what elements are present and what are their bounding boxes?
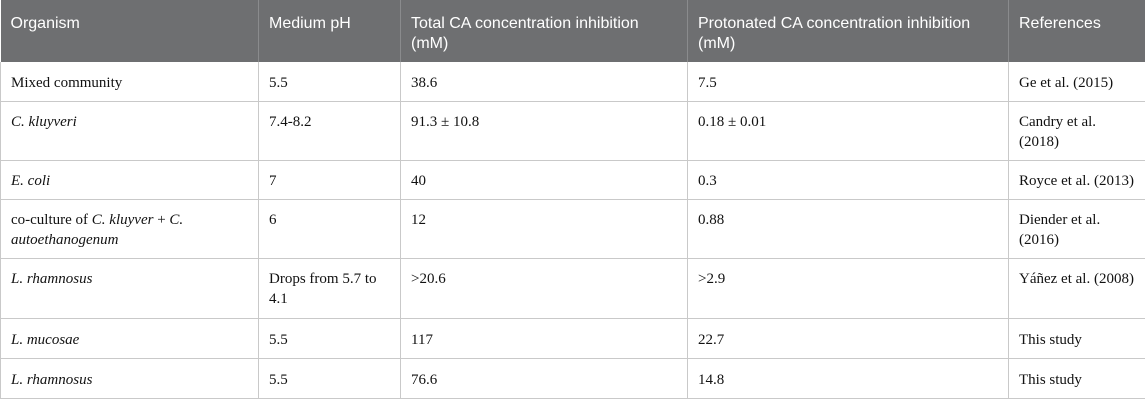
reference-cell: This study <box>1008 318 1145 359</box>
reference-cell: Diender et al. (2016) <box>1008 199 1145 259</box>
table-row: Mixed community 5.5 38.6 7.5 Ge et al. (… <box>0 62 1145 102</box>
table-row: E. coli 7 40 0.3 Royce et al. (2013) <box>0 160 1145 200</box>
reference-cell: Yáñez et al. (2008) <box>1008 258 1145 319</box>
protonated-ca-cell: 22.7 <box>687 318 1009 359</box>
organism-name: L. mucosae <box>11 332 80 348</box>
organism-cell: Mixed community <box>0 62 259 102</box>
organism-cell: C. kluyveri <box>0 101 259 161</box>
header-medium-ph: Medium pH <box>258 0 401 62</box>
total-ca-cell: 40 <box>400 160 688 200</box>
organism-joiner: + <box>153 212 170 228</box>
protonated-ca-cell: 0.88 <box>687 199 1009 259</box>
table-row: co-culture of C. kluyver + C. autoethano… <box>0 199 1145 259</box>
total-ca-cell: 91.3 ± 10.8 <box>400 101 688 161</box>
total-ca-cell: 117 <box>400 318 688 359</box>
total-ca-cell: 38.6 <box>400 62 688 102</box>
header-protonated-ca: Protonated CA concentration inhibition (… <box>687 0 1009 62</box>
protonated-ca-cell: 14.8 <box>687 358 1009 399</box>
organism-cell: L. rhamnosus <box>0 258 259 319</box>
organism-prefix: co-culture of <box>11 212 92 228</box>
table-row: L. rhamnosus Drops from 5.7 to 4.1 >20.6… <box>0 258 1145 319</box>
total-ca-cell: 12 <box>400 199 688 259</box>
protonated-ca-cell: 0.18 ± 0.01 <box>687 101 1009 161</box>
ph-cell: 6 <box>258 199 401 259</box>
header-total-ca: Total CA concentration inhibition (mM) <box>400 0 688 62</box>
reference-cell: This study <box>1008 358 1145 399</box>
reference-cell: Candry et al. (2018) <box>1008 101 1145 161</box>
protonated-ca-cell: >2.9 <box>687 258 1009 319</box>
total-ca-cell: 76.6 <box>400 358 688 399</box>
protonated-ca-cell: 7.5 <box>687 62 1009 102</box>
organism-name: L. rhamnosus <box>11 271 93 287</box>
organism-name: L. rhamnosus <box>11 372 93 388</box>
organism-cell: co-culture of C. kluyver + C. autoethano… <box>0 199 259 259</box>
organism-name-a: C. kluyver <box>91 212 154 228</box>
ph-cell: 5.5 <box>258 318 401 359</box>
header-organism: Organism <box>0 0 259 62</box>
organism-name-b: C. autoethanogenum <box>11 212 184 248</box>
organism-cell: L. rhamnosus <box>0 358 259 399</box>
protonated-ca-cell: 0.3 <box>687 160 1009 200</box>
header-row: Organism Medium pH Total CA concentratio… <box>0 0 1145 62</box>
ph-cell: 5.5 <box>258 358 401 399</box>
reference-cell: Ge et al. (2015) <box>1008 62 1145 102</box>
total-ca-cell: >20.6 <box>400 258 688 319</box>
table-row: C. kluyveri 7.4-8.2 91.3 ± 10.8 0.18 ± 0… <box>0 101 1145 161</box>
table-row: L. rhamnosus 5.5 76.6 14.8 This study <box>0 358 1145 399</box>
ph-cell: 7.4-8.2 <box>258 101 401 161</box>
ph-cell: 7 <box>258 160 401 200</box>
ph-cell: 5.5 <box>258 62 401 102</box>
organism-cell: E. coli <box>0 160 259 200</box>
organism-name: C. kluyveri <box>11 114 77 130</box>
organism-cell: L. mucosae <box>0 318 259 359</box>
table-row: L. mucosae 5.5 117 22.7 This study <box>0 318 1145 359</box>
organism-name: E. coli <box>11 173 51 189</box>
ph-cell: Drops from 5.7 to 4.1 <box>258 258 401 319</box>
header-references: References <box>1008 0 1145 62</box>
reference-cell: Royce et al. (2013) <box>1008 160 1145 200</box>
